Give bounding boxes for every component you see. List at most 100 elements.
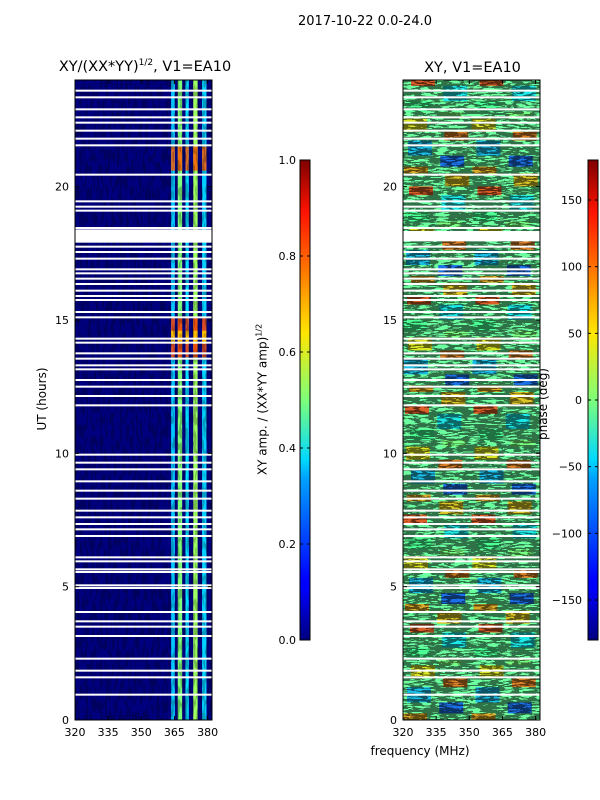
amp-flag-rows <box>75 89 212 696</box>
right-panel-title: XY, V1=EA10 <box>424 60 521 76</box>
phase-colorbar: −150 −100 −50 0 50 100 150 <box>552 159 599 641</box>
phase-flag-row <box>403 657 540 660</box>
phase-flag-row <box>403 587 540 589</box>
amp-flag-row <box>75 535 212 537</box>
phase-flag-row <box>403 404 540 407</box>
amp-y-tick-label: 5 <box>62 581 69 594</box>
amp-flag-row <box>75 89 212 92</box>
phase-flag-row <box>403 560 540 563</box>
amp-flag-row <box>75 299 212 301</box>
amp-axes-frame <box>74 79 213 721</box>
phase-heatmap: 320 335 350 365 380 0 5 10 15 20 <box>383 79 546 739</box>
amp-x-tick-label: 350 <box>131 726 152 739</box>
phase-flag-row <box>403 251 540 253</box>
amp-flag-row <box>75 364 212 367</box>
amp-cb-tick-label: 0.8 <box>279 250 297 263</box>
phase-flag-row <box>403 480 540 483</box>
phase-flag-row <box>403 129 540 132</box>
phase-flag-row <box>403 299 540 301</box>
amp-flag-row <box>75 352 212 355</box>
phase-flag-row <box>403 289 540 292</box>
phase-flag-block <box>403 232 540 242</box>
amp-flag-row <box>75 96 212 99</box>
phase-flag-row <box>403 137 540 140</box>
phase-flag-row <box>403 676 540 679</box>
phase-flag-row <box>403 245 540 248</box>
amp-flag-row <box>75 509 212 512</box>
amp-y-tick-label: 15 <box>55 314 69 327</box>
phase-y-tick-label: 0 <box>390 714 397 727</box>
amp-flag-row <box>75 620 212 623</box>
left-title-suffix: , V1=EA10 <box>153 58 232 75</box>
phase-colorbar-ticks: −150 −100 −50 0 50 100 150 <box>552 194 598 607</box>
phase-flag-row <box>403 268 540 271</box>
phase-axes-frame <box>402 79 541 721</box>
phase-cb-tick-label: 100 <box>561 261 582 274</box>
amp-flag-row <box>75 395 212 397</box>
amp-y-tick-label: 20 <box>55 181 69 194</box>
amp-flag-row <box>75 453 212 456</box>
amp-flag-row <box>75 108 212 111</box>
amp-colorbar-gradient <box>299 159 311 641</box>
amp-flag-row <box>75 200 212 203</box>
amp-cb-tick-label: 0.2 <box>279 538 297 551</box>
amp-colorbar: 0.0 0.2 0.4 0.6 0.8 1.0 <box>279 154 311 647</box>
amp-flag-row <box>75 480 212 483</box>
phase-flag-row <box>403 379 540 381</box>
amp-flag-row <box>75 385 212 388</box>
phase-cb-tick-label: 0 <box>575 394 582 407</box>
phase-flag-row <box>403 625 540 628</box>
amp-y-tick-label: 0 <box>62 714 69 727</box>
amp-x-tick-label: 365 <box>164 726 185 739</box>
phase-y-tick-label: 5 <box>390 581 397 594</box>
phase-flag-row <box>403 611 540 613</box>
amp-flag-row <box>75 295 212 297</box>
amp-flag-row <box>75 528 212 531</box>
phase-flag-rows <box>403 89 540 696</box>
phase-flag-row <box>403 461 540 464</box>
phase-cb-tick-label: −50 <box>559 461 582 474</box>
phase-flag-row <box>403 535 540 537</box>
amp-flag-row <box>75 404 212 407</box>
amp-flag-row <box>75 173 212 176</box>
amp-flag-row <box>75 257 212 260</box>
phase-flag-row <box>403 121 540 124</box>
phase-cb-tick-label: −100 <box>552 527 582 540</box>
phase-flag-row <box>403 385 540 388</box>
amp-flag-row <box>75 272 212 275</box>
amp-flag-row <box>75 205 212 208</box>
amp-flag-row <box>75 489 212 492</box>
phase-flag-row <box>403 693 540 696</box>
phase-flag-row <box>403 205 540 208</box>
phase-flag-row <box>403 584 540 587</box>
phase-cb-tick-label: 150 <box>561 194 582 207</box>
phase-noise <box>403 80 540 720</box>
amp-flag-row <box>75 277 212 280</box>
amp-flag-row <box>75 379 212 381</box>
amp-flag-row <box>75 121 212 124</box>
phase-flag-row <box>403 395 540 397</box>
amp-flag-row <box>75 209 212 212</box>
phase-flag-row <box>403 311 540 313</box>
phase-x-tick-label: 320 <box>393 726 414 739</box>
amp-flag-row <box>75 468 212 471</box>
phase-flag-row <box>403 357 540 360</box>
x-axis-label: frequency (MHz) <box>370 744 470 758</box>
amp-flag-row <box>75 461 212 464</box>
amp-x-tick-label: 335 <box>98 726 119 739</box>
phase-flag-row <box>403 571 540 573</box>
amp-flag-row <box>75 341 212 344</box>
amp-flag-row <box>75 337 212 340</box>
amp-flag-row <box>75 137 212 140</box>
phase-flag-row <box>403 200 540 203</box>
amp-flag-row <box>75 144 212 147</box>
amp-axis-ticks: 320 335 350 365 380 0 5 10 15 20 <box>55 80 218 739</box>
amp-flag-row <box>75 571 212 573</box>
phase-flag-row <box>403 509 540 512</box>
phase-flag-row <box>403 368 540 371</box>
phase-flag-row <box>403 272 540 275</box>
amp-flag-row <box>75 560 212 563</box>
amp-flag-row <box>75 516 212 519</box>
phase-flag-row <box>403 341 540 344</box>
